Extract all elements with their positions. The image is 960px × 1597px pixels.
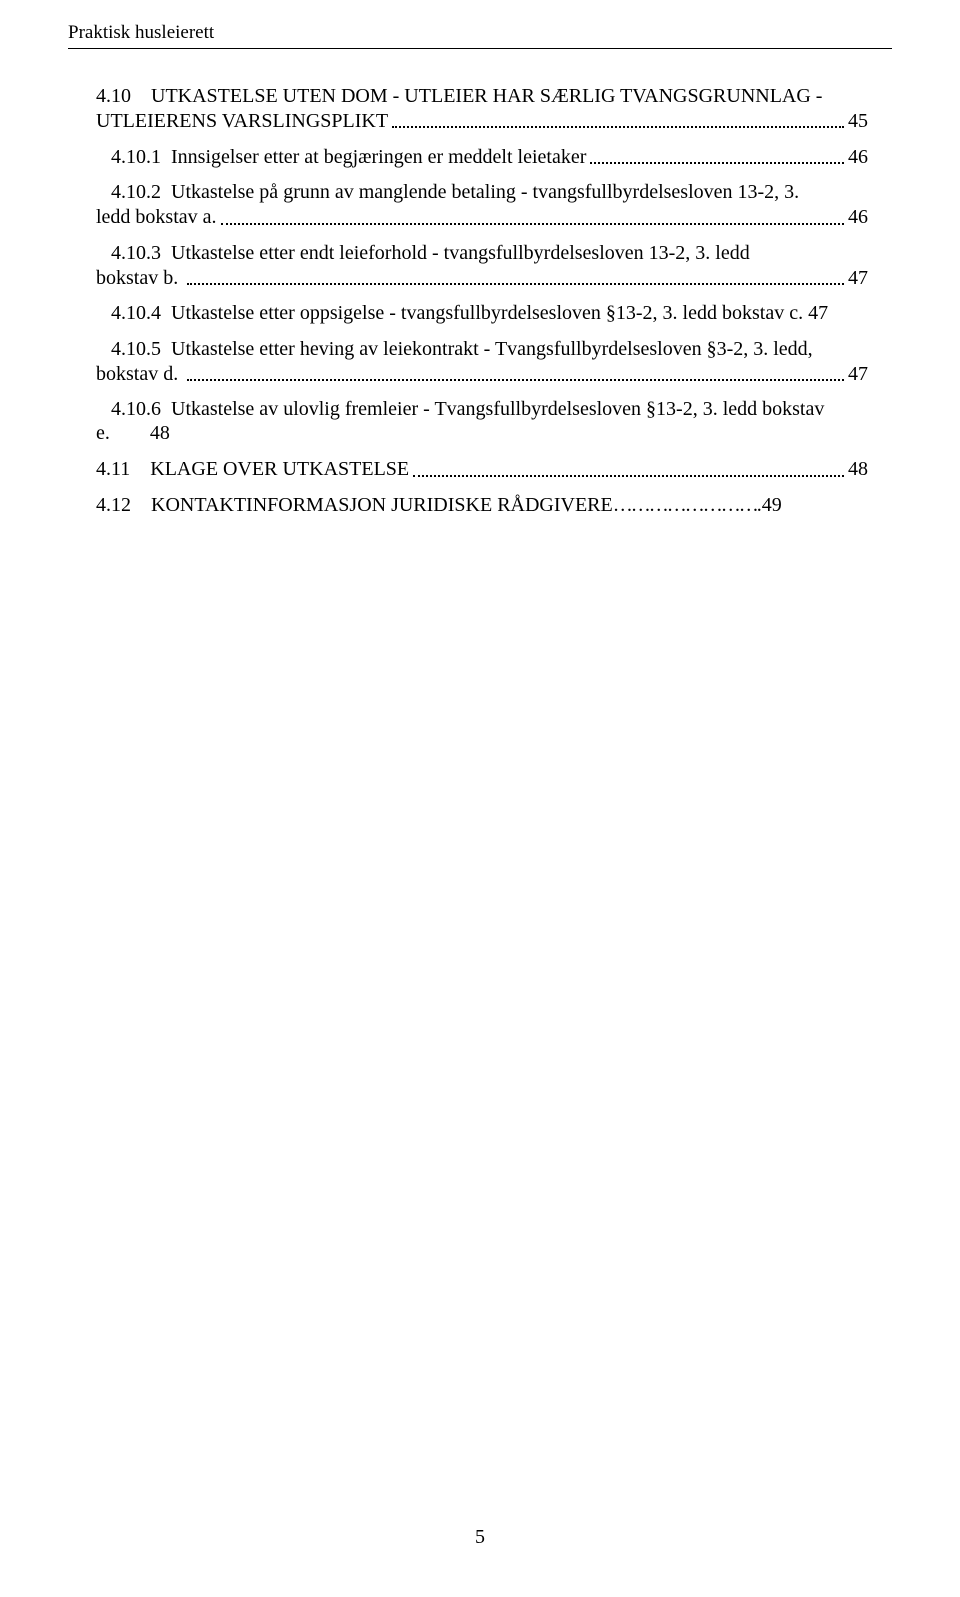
toc-page: 46 <box>848 145 868 169</box>
toc-leader-dots <box>187 361 844 381</box>
toc-line: 4.10.4 Utkastelse etter oppsigelse - tva… <box>96 302 828 324</box>
toc-content: 4.10 UTKASTELSE UTEN DOM - UTLEIER HAR S… <box>96 84 868 528</box>
toc-page: 46 <box>848 205 868 229</box>
toc-title: ledd bokstav a. <box>96 205 217 229</box>
toc-page: 47 <box>848 266 868 290</box>
toc-entry: 4.10.3 Utkastelse etter endt leieforhold… <box>96 241 868 290</box>
toc-leader-dots <box>221 205 844 225</box>
toc-title: e. <box>96 421 110 445</box>
toc-line: 4.10 UTKASTELSE UTEN DOM - UTLEIER HAR S… <box>96 84 868 108</box>
toc-entry: 4.10.5 Utkastelse etter heving av leieko… <box>96 337 868 386</box>
toc-entry: 4.12 KONTAKTINFORMASJON JURIDISKE RÅDGIV… <box>96 493 868 517</box>
toc-page: .49 <box>757 493 782 517</box>
toc-line: 4.10.5 Utkastelse etter heving av leieko… <box>96 337 868 361</box>
toc-entry: 4.10.1 Innsigelser etter at begjæringen … <box>96 144 868 169</box>
toc-line: UTLEIERENS VARSLINGSPLIKT 45 <box>96 108 868 133</box>
toc-number: 4.10.1 <box>96 145 171 169</box>
toc-title: Innsigelser etter at begjæringen er medd… <box>171 145 586 169</box>
toc-line: ledd bokstav a. 46 <box>96 205 868 230</box>
toc-line: bokstav d. 47 <box>96 361 868 386</box>
toc-title: bokstav b. <box>96 266 183 290</box>
toc-entry: 4.11 KLAGE OVER UTKASTELSE 48 <box>96 457 868 482</box>
toc-line: bokstav b. 47 <box>96 265 868 290</box>
toc-title: KLAGE OVER UTKASTELSE <box>150 457 409 481</box>
toc-title: KONTAKTINFORMASJON JURIDISKE RÅDGIVERE <box>151 493 613 517</box>
toc-page: 48 <box>848 457 868 481</box>
toc-leader-dots: …………………… <box>613 493 757 517</box>
toc-page: 47 <box>848 362 868 386</box>
running-header: Praktisk husleierett <box>68 22 214 44</box>
toc-line: e. 48 <box>96 421 868 445</box>
toc-entry: 4.10 UTKASTELSE UTEN DOM - UTLEIER HAR S… <box>96 84 868 133</box>
toc-title: UTLEIERENS VARSLINGSPLIKT <box>96 109 388 133</box>
toc-number: 4.11 <box>96 457 150 481</box>
header-rule <box>68 48 892 49</box>
toc-title: bokstav d. <box>96 362 183 386</box>
toc-line: 4.10.3 Utkastelse etter endt leieforhold… <box>96 241 868 265</box>
toc-number: 4.12 <box>96 493 151 517</box>
toc-page: 45 <box>848 109 868 133</box>
toc-entry: 4.10.2 Utkastelse på grunn av manglende … <box>96 180 868 229</box>
toc-leader-dots <box>413 457 844 477</box>
toc-leader-dots <box>590 144 844 164</box>
toc-line: 4.10.2 Utkastelse på grunn av manglende … <box>96 180 868 204</box>
toc-line: 4.10.6 Utkastelse av ulovlig fremleier -… <box>96 397 868 421</box>
toc-leader-dots <box>392 108 844 128</box>
toc-entry: 4.10.6 Utkastelse av ulovlig fremleier -… <box>96 397 868 446</box>
toc-entry: 4.10.4 Utkastelse etter oppsigelse - tva… <box>96 301 868 325</box>
toc-page: 48 <box>150 421 170 445</box>
page-number: 5 <box>0 1526 960 1549</box>
toc-leader-dots <box>187 265 844 285</box>
